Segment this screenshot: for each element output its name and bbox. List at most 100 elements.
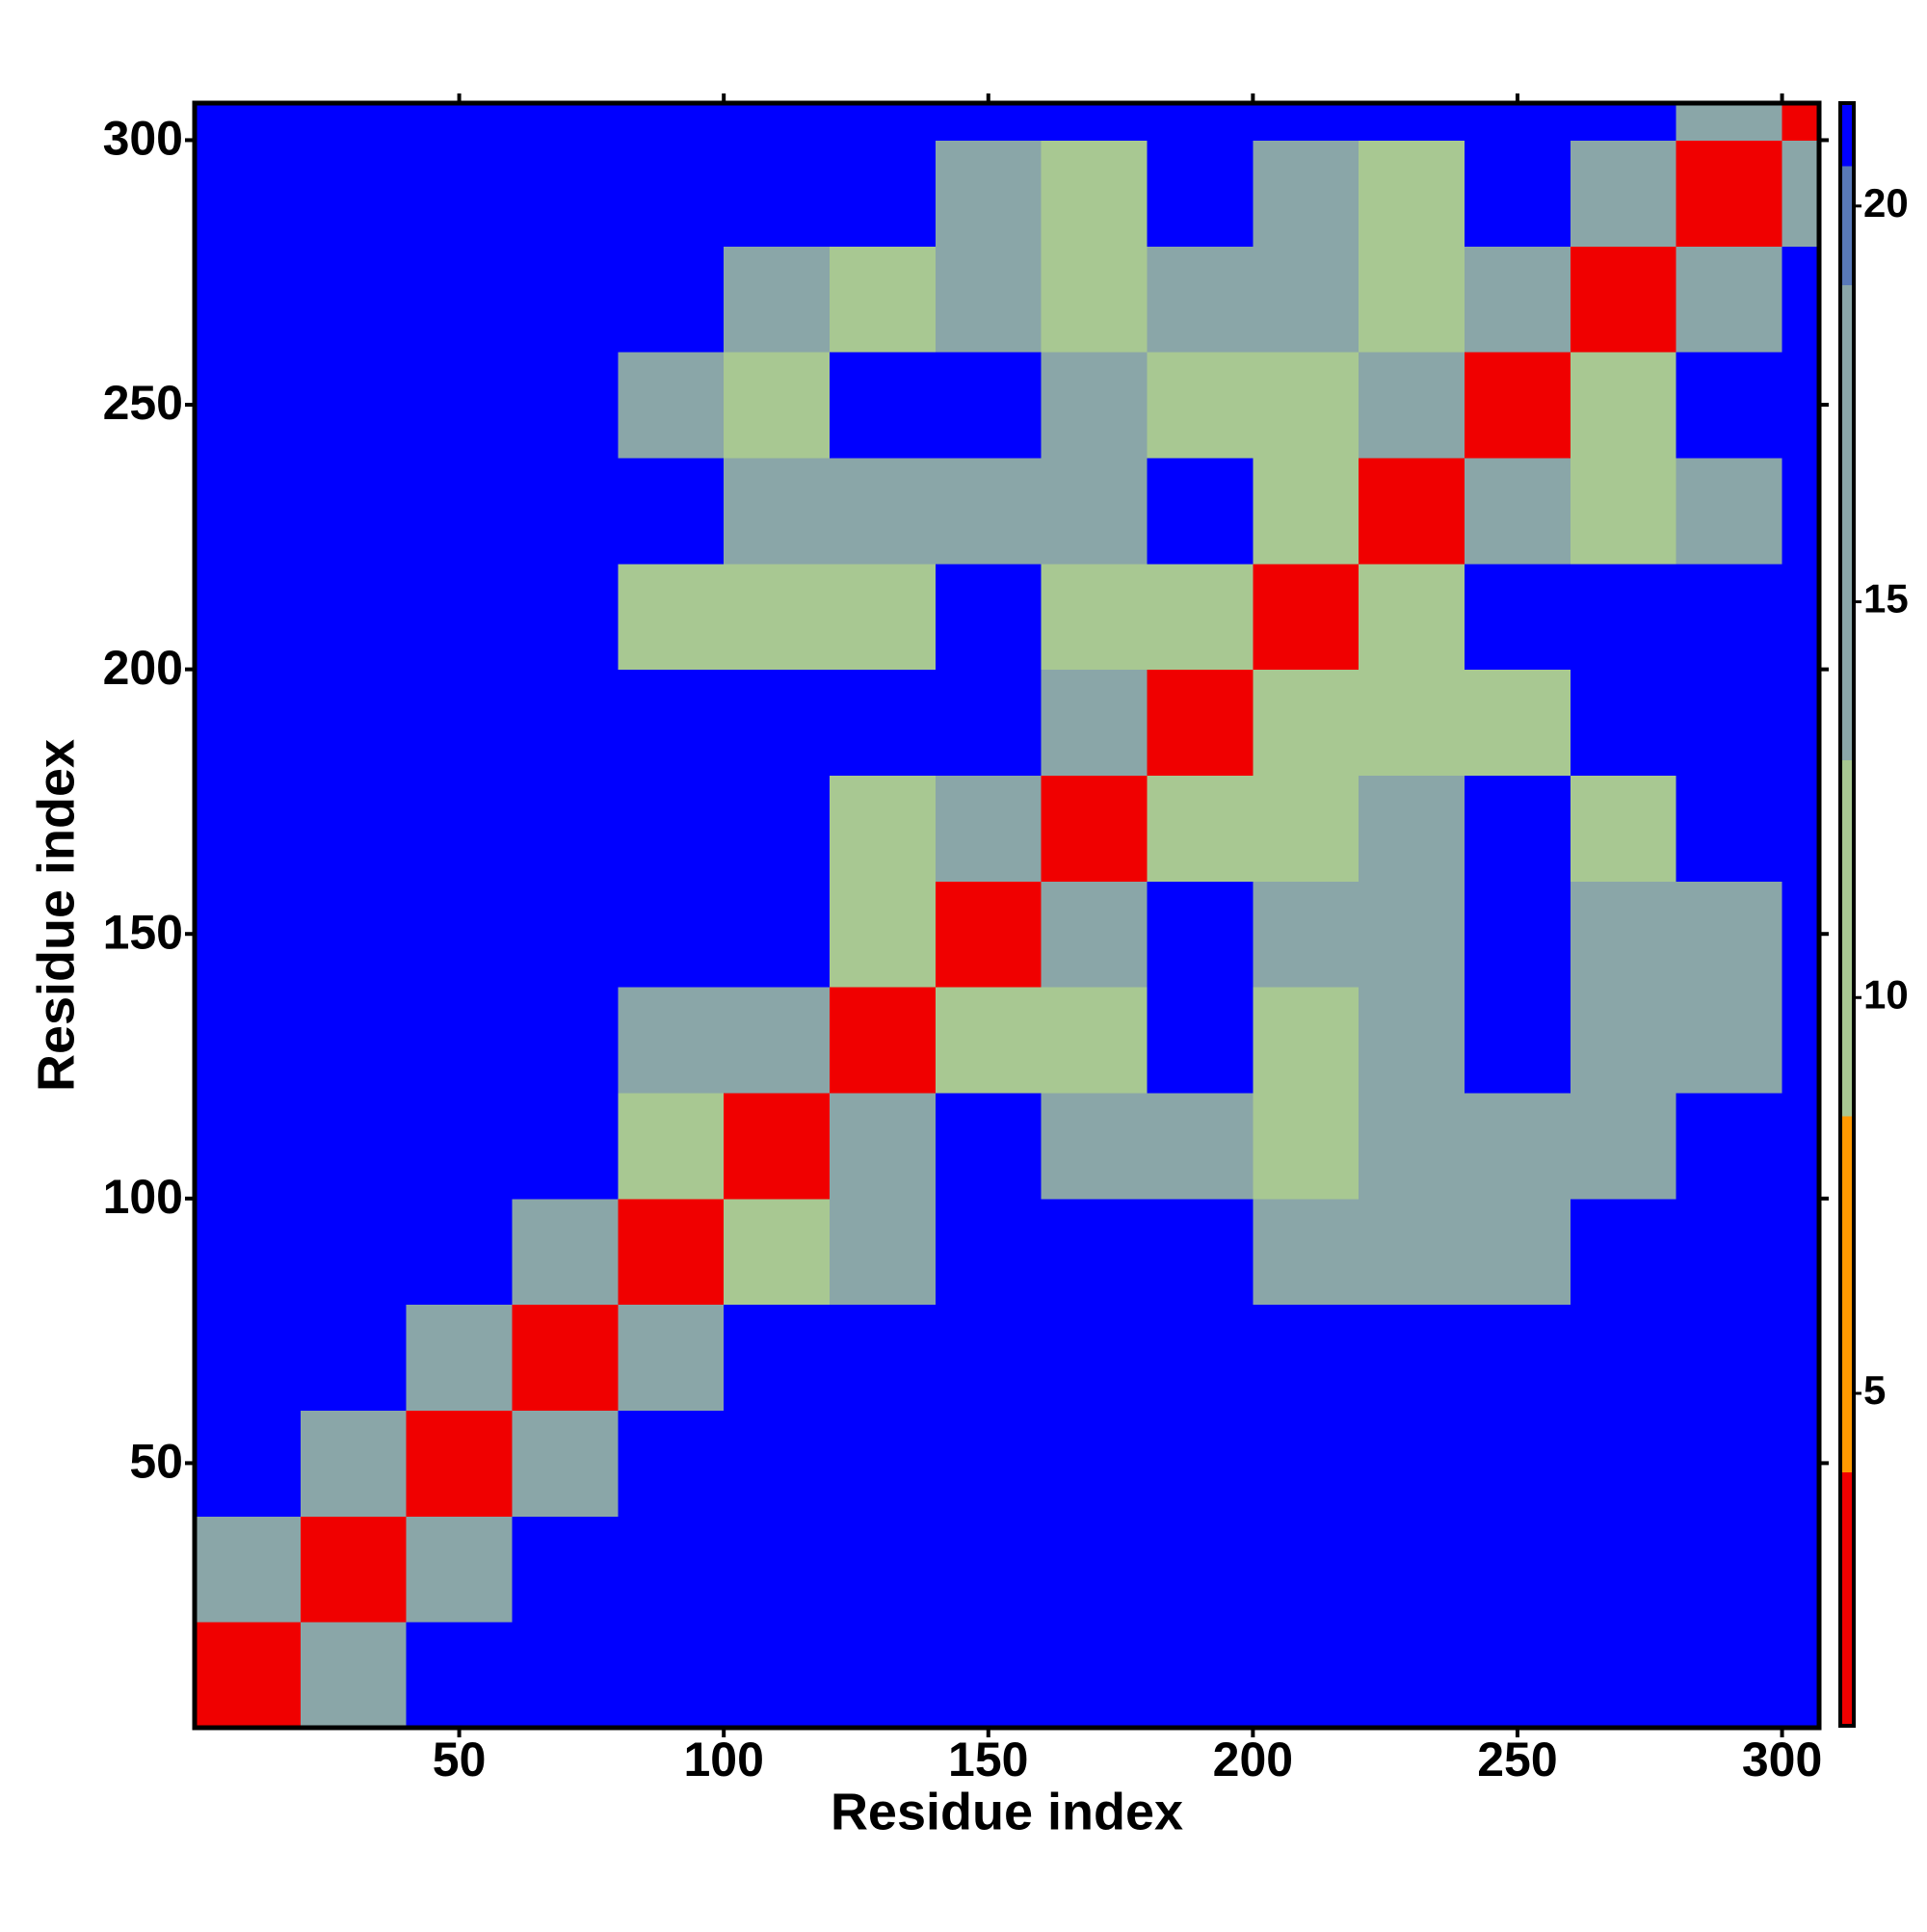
colorbar-tick-label: 15 <box>1863 576 1909 622</box>
heatmap-cell <box>1253 669 1359 776</box>
heatmap-cell <box>1570 987 1677 1094</box>
heatmap-cell <box>512 1198 619 1306</box>
heatmap-cell <box>1041 352 1148 459</box>
heatmap-cell <box>935 140 1043 247</box>
heatmap-cell <box>1147 669 1254 776</box>
heatmap-cell <box>1782 1516 1820 1623</box>
heatmap-cell <box>1253 1410 1359 1517</box>
heatmap-cell <box>300 1622 408 1729</box>
heatmap-cell <box>1253 1304 1359 1411</box>
heatmap-cell <box>300 1092 408 1200</box>
heatmap-cell <box>1147 1410 1254 1517</box>
heatmap-cell <box>1041 103 1148 141</box>
heatmap-cell <box>830 987 937 1094</box>
heatmap-cell <box>618 563 725 671</box>
heatmap-cell <box>1253 1092 1359 1200</box>
heatmap-cell <box>1359 457 1465 565</box>
heatmap-cell <box>1147 140 1254 247</box>
heatmap-cell <box>724 246 831 353</box>
y-tick-label: 150 <box>103 905 183 959</box>
heatmap-cell <box>1147 775 1254 882</box>
heatmap-cell <box>1359 881 1465 988</box>
heatmap-cell <box>830 1092 937 1200</box>
heatmap-cell <box>1041 669 1148 776</box>
heatmap-cell <box>935 881 1043 988</box>
heatmap-cell <box>830 563 937 671</box>
heatmap-cell <box>830 669 937 776</box>
heatmap-cell <box>512 775 619 882</box>
colorbar-segment <box>1840 166 1854 285</box>
heatmap-cell <box>406 563 514 671</box>
heatmap-cell <box>195 669 302 776</box>
heatmap-cell <box>300 1198 408 1306</box>
heatmap-cell <box>1676 775 1783 882</box>
heatmap-cell <box>406 775 514 882</box>
colorbar-segment <box>1840 1472 1854 1726</box>
heatmap-cell <box>830 457 937 565</box>
heatmap-cell <box>1253 881 1359 988</box>
heatmap-cell <box>406 1304 514 1411</box>
heatmap-cell <box>724 881 831 988</box>
heatmap-cell <box>1465 775 1571 882</box>
heatmap-cell <box>1570 1410 1677 1517</box>
heatmap-cell <box>724 1092 831 1200</box>
heatmap-cell <box>1253 563 1359 671</box>
heatmap-cell <box>1782 775 1820 882</box>
heatmap-cell <box>1359 352 1465 459</box>
heatmap-cell <box>618 352 725 459</box>
heatmap-cell <box>830 1622 937 1729</box>
heatmap-cell <box>1041 563 1148 671</box>
heatmap-cell <box>724 775 831 882</box>
heatmap-cell <box>1570 103 1677 141</box>
heatmap-cell <box>1253 246 1359 353</box>
heatmap-cell <box>1676 1622 1783 1729</box>
heatmap-cell <box>1676 669 1783 776</box>
heatmap-cell <box>1570 246 1677 353</box>
heatmap-cell <box>1041 246 1148 353</box>
plot-frame <box>192 100 1822 1731</box>
heatmap-cell <box>512 457 619 565</box>
heatmap-cell <box>1676 881 1783 988</box>
heatmap-cell <box>512 881 619 988</box>
heatmap-cell <box>512 1304 619 1411</box>
heatmap-cell <box>195 457 302 565</box>
heatmap-cell <box>1041 1092 1148 1200</box>
heatmap-cell <box>935 1622 1043 1729</box>
heatmap-cell <box>1570 881 1677 988</box>
heatmap-cell <box>1359 246 1465 353</box>
heatmap-cell <box>830 1198 937 1306</box>
heatmap-cell <box>618 246 725 353</box>
heatmap-cell <box>1253 140 1359 247</box>
heatmap-cell <box>618 1410 725 1517</box>
heatmap-cell <box>935 246 1043 353</box>
heatmap-cell <box>1570 457 1677 565</box>
colorbar-tick-label: 10 <box>1863 971 1909 1017</box>
heatmap-cell <box>618 1304 725 1411</box>
heatmap-cell <box>1465 352 1571 459</box>
colorbar-tick-label: 20 <box>1863 180 1909 225</box>
heatmap-cell <box>830 881 937 988</box>
heatmap-cell <box>618 1092 725 1200</box>
heatmap-cell <box>1253 775 1359 882</box>
y-tick-label: 250 <box>103 376 183 430</box>
heatmap-cell <box>1359 987 1465 1094</box>
heatmap-cell <box>512 352 619 459</box>
x-tick-label: 100 <box>683 1733 763 1786</box>
heatmap-cell <box>512 1092 619 1200</box>
heatmap-cell <box>300 1516 408 1623</box>
heatmap-cell <box>1359 775 1465 882</box>
heatmap-cell <box>1782 1198 1820 1306</box>
heatmap-cell <box>1359 1622 1465 1729</box>
heatmap-cell <box>1147 1622 1254 1729</box>
heatmap-cell <box>1253 352 1359 459</box>
heatmap-cell <box>1676 1304 1783 1411</box>
heatmap-cell <box>512 1516 619 1623</box>
heatmap-cell <box>300 457 408 565</box>
heatmap-cell <box>724 669 831 776</box>
heatmap-cell <box>724 987 831 1094</box>
heatmap-cell <box>1570 1198 1677 1306</box>
heatmap-cell <box>195 881 302 988</box>
heatmap-cell <box>1676 987 1783 1094</box>
heatmap-cell <box>1359 1410 1465 1517</box>
